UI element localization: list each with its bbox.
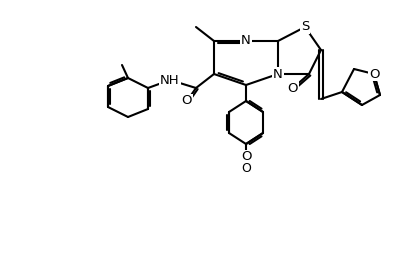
- Text: O: O: [288, 81, 298, 95]
- Text: O: O: [182, 95, 192, 107]
- Text: N: N: [241, 35, 251, 47]
- Text: O: O: [241, 162, 251, 176]
- Text: N: N: [273, 67, 283, 81]
- Text: O: O: [369, 67, 379, 81]
- Text: NH: NH: [160, 73, 180, 87]
- Text: S: S: [301, 21, 309, 33]
- Text: O: O: [241, 150, 251, 164]
